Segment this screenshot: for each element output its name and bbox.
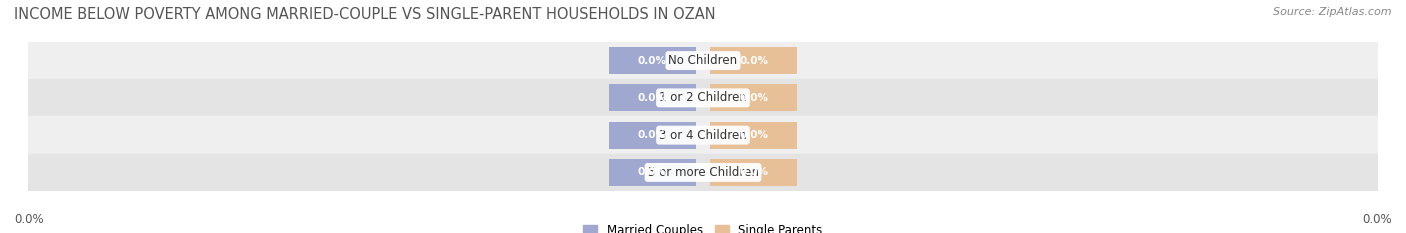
- Bar: [609, 122, 696, 149]
- Bar: [609, 159, 696, 186]
- Text: 1 or 2 Children: 1 or 2 Children: [659, 91, 747, 104]
- Text: 0.0%: 0.0%: [740, 130, 768, 140]
- Bar: [28, 79, 1378, 116]
- Bar: [28, 42, 1378, 79]
- Text: 0.0%: 0.0%: [740, 168, 768, 177]
- Text: No Children: No Children: [668, 54, 738, 67]
- Bar: [710, 47, 797, 74]
- Text: INCOME BELOW POVERTY AMONG MARRIED-COUPLE VS SINGLE-PARENT HOUSEHOLDS IN OZAN: INCOME BELOW POVERTY AMONG MARRIED-COUPL…: [14, 7, 716, 22]
- Text: 0.0%: 0.0%: [740, 56, 768, 65]
- Text: 5 or more Children: 5 or more Children: [648, 166, 758, 179]
- Text: 0.0%: 0.0%: [14, 212, 44, 226]
- Text: 3 or 4 Children: 3 or 4 Children: [659, 129, 747, 142]
- Text: 0.0%: 0.0%: [638, 130, 666, 140]
- Text: 0.0%: 0.0%: [638, 93, 666, 103]
- Text: Source: ZipAtlas.com: Source: ZipAtlas.com: [1274, 7, 1392, 17]
- Bar: [28, 154, 1378, 191]
- Bar: [28, 116, 1378, 154]
- Text: 0.0%: 0.0%: [740, 93, 768, 103]
- Bar: [710, 159, 797, 186]
- Text: 0.0%: 0.0%: [638, 168, 666, 177]
- Bar: [609, 47, 696, 74]
- Bar: [710, 84, 797, 111]
- Text: 0.0%: 0.0%: [1362, 212, 1392, 226]
- Bar: [710, 122, 797, 149]
- Bar: [609, 84, 696, 111]
- Legend: Married Couples, Single Parents: Married Couples, Single Parents: [579, 219, 827, 233]
- Text: 0.0%: 0.0%: [638, 56, 666, 65]
